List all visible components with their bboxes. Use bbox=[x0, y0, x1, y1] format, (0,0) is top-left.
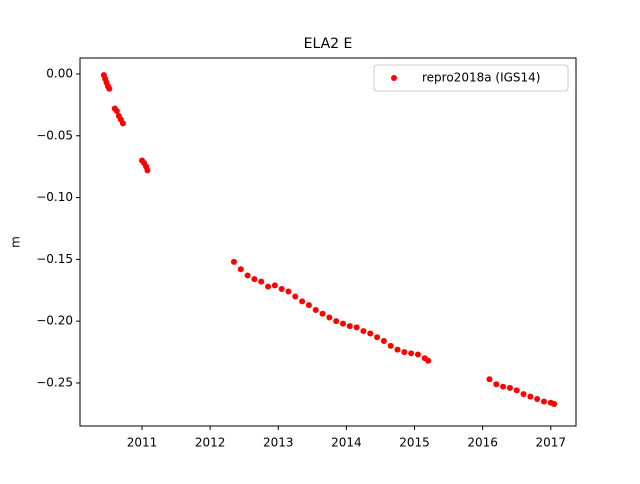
point bbox=[258, 278, 265, 285]
point bbox=[312, 307, 319, 314]
point bbox=[265, 283, 272, 290]
point bbox=[113, 108, 120, 115]
point bbox=[237, 266, 244, 273]
x-tick-label: 2016 bbox=[467, 436, 498, 450]
y-tick-label: −0.15 bbox=[36, 252, 73, 266]
y-tick-label: 0.00 bbox=[46, 66, 73, 80]
point bbox=[527, 393, 534, 400]
y-axis-label: m bbox=[9, 236, 23, 248]
point bbox=[520, 391, 527, 398]
point bbox=[346, 323, 353, 330]
point bbox=[333, 318, 340, 325]
point bbox=[278, 286, 285, 293]
point bbox=[425, 357, 432, 364]
y-tick-label: −0.20 bbox=[36, 314, 73, 328]
chart-title: ELA2 E bbox=[304, 36, 353, 52]
x-tick-label: 2013 bbox=[263, 436, 294, 450]
axes-frame bbox=[79, 57, 577, 427]
point bbox=[408, 350, 415, 357]
point bbox=[353, 324, 360, 331]
point bbox=[506, 384, 513, 391]
point bbox=[374, 334, 381, 341]
point bbox=[360, 328, 367, 335]
point bbox=[251, 276, 258, 283]
point bbox=[244, 272, 251, 279]
y-tick-label: −0.25 bbox=[36, 375, 73, 389]
point bbox=[305, 302, 312, 309]
point bbox=[119, 120, 126, 127]
x-tick-label: 2014 bbox=[331, 436, 362, 450]
point bbox=[230, 258, 237, 265]
point bbox=[367, 330, 374, 337]
point bbox=[299, 298, 306, 305]
point bbox=[394, 346, 401, 353]
point bbox=[285, 288, 292, 295]
x-tick-label: 2015 bbox=[399, 436, 430, 450]
point bbox=[339, 320, 346, 327]
point bbox=[500, 383, 507, 390]
point bbox=[326, 314, 333, 321]
point bbox=[534, 396, 541, 403]
y-tick-label: −0.10 bbox=[36, 190, 73, 204]
x-tick-label: 2017 bbox=[536, 436, 567, 450]
point bbox=[319, 310, 326, 317]
point bbox=[486, 376, 493, 383]
point bbox=[292, 293, 299, 300]
point bbox=[401, 349, 408, 356]
x-tick-label: 2011 bbox=[127, 436, 158, 450]
x-tick-label: 2012 bbox=[195, 436, 226, 450]
point bbox=[493, 381, 500, 388]
legend-marker bbox=[391, 75, 397, 81]
point bbox=[513, 387, 520, 394]
point bbox=[540, 398, 547, 405]
legend-box bbox=[373, 64, 569, 92]
point bbox=[414, 351, 421, 358]
point bbox=[380, 337, 387, 344]
point bbox=[387, 342, 394, 349]
y-tick-label: −0.05 bbox=[36, 128, 73, 142]
point bbox=[106, 85, 113, 92]
point bbox=[271, 282, 278, 289]
legend-label: repro2018a (IGS14) bbox=[422, 71, 540, 85]
point bbox=[551, 400, 558, 407]
point bbox=[144, 167, 151, 174]
